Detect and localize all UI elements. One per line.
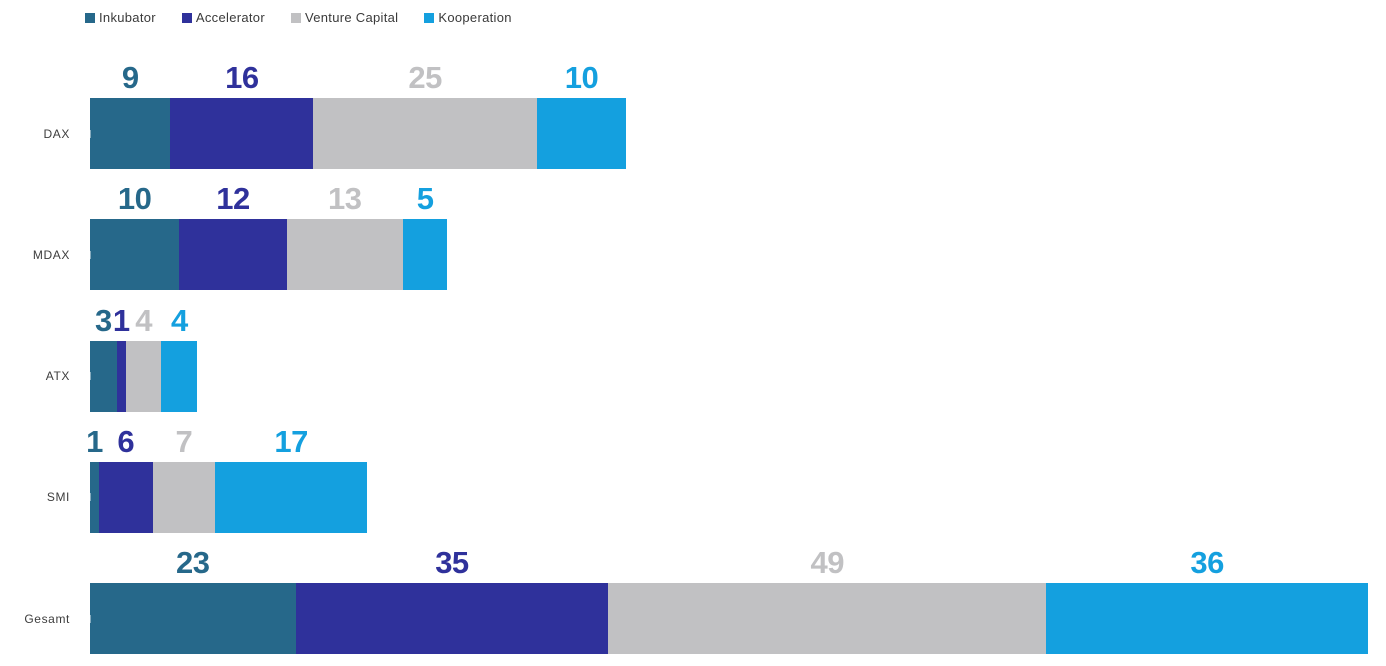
segment-value-label: 7 xyxy=(175,423,193,459)
segment-mdax-accelerator xyxy=(179,219,287,291)
segment-atx-venture-capital xyxy=(125,340,162,412)
legend-item-accelerator: Accelerator xyxy=(181,10,265,25)
segment-value-label: 36 xyxy=(1190,545,1224,580)
legend-label: Kooperation xyxy=(438,10,512,25)
segment-value-label: 10 xyxy=(564,60,599,95)
legend-item-kooperation: Kooperation xyxy=(424,10,511,25)
legend-label: Accelerator xyxy=(195,10,265,25)
segment-value-label: 5 xyxy=(416,181,434,217)
axis-tick xyxy=(89,250,91,259)
legend-item-venture-capital: Venture Capital xyxy=(290,10,399,25)
legend: Inkubator Accelerator Venture Capital Koope… xyxy=(85,10,512,25)
segment-value-label: 17 xyxy=(274,423,308,459)
segment-value-label: 13 xyxy=(327,181,362,217)
segment-mdax-kooperation xyxy=(402,219,448,291)
segment-mdax-venture-capital xyxy=(286,219,403,291)
legend-swatch-icon xyxy=(181,12,192,23)
segment-dax-venture-capital xyxy=(313,98,537,169)
category-label-mdax: MDAX xyxy=(32,247,70,262)
segment-smi-accelerator xyxy=(98,461,153,533)
segment-smi-venture-capital xyxy=(152,461,216,533)
segment-value-label: 12 xyxy=(216,181,250,217)
segment-atx-kooperation xyxy=(161,340,198,412)
segment-smi-kooperation xyxy=(215,461,368,533)
segment-value-label: 35 xyxy=(435,545,469,580)
legend-item-inkubator: Inkubator xyxy=(85,10,156,25)
segment-value-label: 16 xyxy=(225,60,259,95)
segment-value-label: 9 xyxy=(121,60,139,95)
category-label-atx: ATX xyxy=(45,369,70,383)
segment-gesamt-kooperation xyxy=(1046,583,1368,654)
segment-value-label: 25 xyxy=(408,60,442,95)
legend-swatch-icon xyxy=(85,12,95,23)
segment-value-label: 23 xyxy=(176,545,210,580)
segment-dax-kooperation xyxy=(536,98,627,169)
category-label-gesamt: Gesamt xyxy=(24,611,70,626)
segment-value-label: 6 xyxy=(117,423,135,459)
segment-gesamt-inkubator xyxy=(90,583,296,654)
segment-value-label: 3 xyxy=(95,302,112,338)
segment-value-label: 1 xyxy=(86,423,103,459)
axis-tick xyxy=(89,129,91,138)
axis-tick xyxy=(89,372,91,380)
segment-dax-inkubator xyxy=(90,98,171,169)
segment-atx-accelerator xyxy=(116,340,126,412)
category-label-smi: SMI xyxy=(46,490,70,505)
category-label-dax: DAX xyxy=(43,126,70,141)
axis-tick xyxy=(89,614,91,623)
axis-tick xyxy=(89,493,91,502)
legend-label: Venture Capital xyxy=(304,10,399,25)
segment-value-label: 1 xyxy=(112,302,130,338)
segment-dax-accelerator xyxy=(170,98,314,169)
segment-value-label: 49 xyxy=(810,545,845,580)
segment-value-label: 4 xyxy=(135,302,152,338)
legend-swatch-icon xyxy=(424,12,435,23)
segment-gesamt-venture-capital xyxy=(608,583,1047,654)
segment-value-label: 4 xyxy=(170,302,188,338)
segment-gesamt-accelerator xyxy=(295,583,609,654)
legend-swatch-icon xyxy=(290,12,301,23)
legend-label: Inkubator xyxy=(99,10,156,25)
segment-smi-inkubator xyxy=(90,461,99,533)
segment-mdax-inkubator xyxy=(90,219,180,291)
segment-value-label: 10 xyxy=(117,181,152,217)
segment-atx-inkubator xyxy=(90,340,117,412)
